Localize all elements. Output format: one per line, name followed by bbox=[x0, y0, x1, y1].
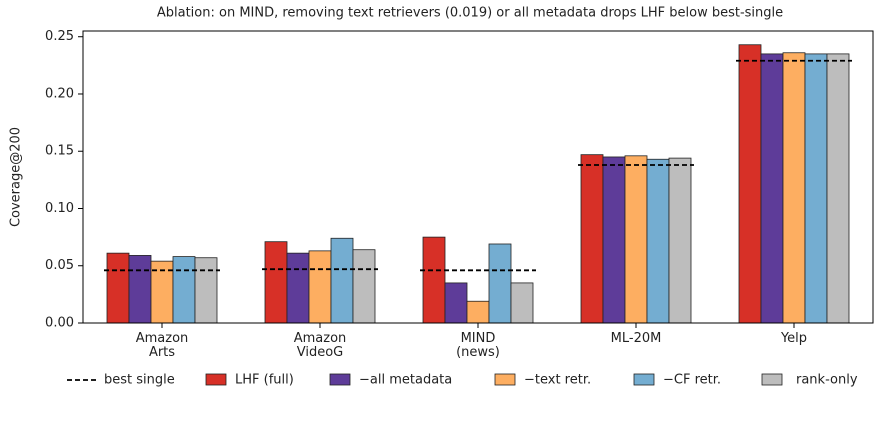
chart-title: Ablation: on MIND, removing text retriev… bbox=[157, 6, 783, 21]
legend-label: rank-only bbox=[796, 373, 858, 388]
y-tick-label: 0.20 bbox=[45, 86, 74, 101]
bar bbox=[760, 53, 784, 324]
bar bbox=[172, 256, 196, 324]
bar bbox=[738, 44, 762, 324]
bar bbox=[580, 154, 604, 324]
bar bbox=[128, 255, 152, 324]
x-tick-label: ML-20M bbox=[610, 331, 662, 346]
legend-marker bbox=[329, 373, 351, 386]
bar bbox=[488, 243, 512, 324]
legend-marker bbox=[633, 373, 655, 386]
legend-label: −text retr. bbox=[524, 373, 591, 388]
bar bbox=[510, 282, 534, 324]
y-tick-label: 0.25 bbox=[45, 29, 74, 44]
bar bbox=[422, 236, 446, 324]
y-axis-label: Coverage@200 bbox=[9, 127, 24, 227]
x-tick-label: MIND (news) bbox=[456, 331, 500, 360]
legend-label: LHF (full) bbox=[235, 373, 294, 388]
bar bbox=[782, 52, 806, 324]
legend-label: best single bbox=[104, 373, 175, 388]
y-tick-label: 0.00 bbox=[45, 316, 74, 331]
x-tick-label: Yelp bbox=[780, 331, 808, 346]
legend-label: −all metadata bbox=[359, 373, 452, 388]
bar bbox=[330, 237, 354, 324]
bar bbox=[444, 282, 468, 324]
legend-marker bbox=[205, 373, 227, 386]
x-tick-label: Amazon VideoG bbox=[293, 331, 347, 360]
bar bbox=[466, 300, 490, 324]
legend-marker bbox=[494, 373, 516, 386]
bar bbox=[668, 157, 692, 324]
legend-label: −CF retr. bbox=[663, 373, 721, 388]
bar bbox=[264, 241, 288, 324]
y-tick-label: 0.15 bbox=[45, 144, 74, 159]
bar bbox=[804, 53, 828, 324]
bar bbox=[826, 53, 850, 324]
bar bbox=[624, 155, 648, 324]
bar bbox=[308, 250, 332, 324]
y-tick-label: 0.10 bbox=[45, 201, 74, 216]
legend-marker bbox=[761, 373, 783, 386]
bar bbox=[106, 252, 130, 324]
x-tick-label: Amazon Arts bbox=[135, 331, 189, 360]
bar bbox=[194, 257, 218, 324]
bar bbox=[352, 249, 376, 324]
y-tick-label: 0.05 bbox=[45, 258, 74, 273]
bar bbox=[286, 252, 310, 324]
bar bbox=[602, 156, 626, 324]
bar bbox=[646, 158, 670, 324]
plot-frame bbox=[82, 30, 874, 324]
